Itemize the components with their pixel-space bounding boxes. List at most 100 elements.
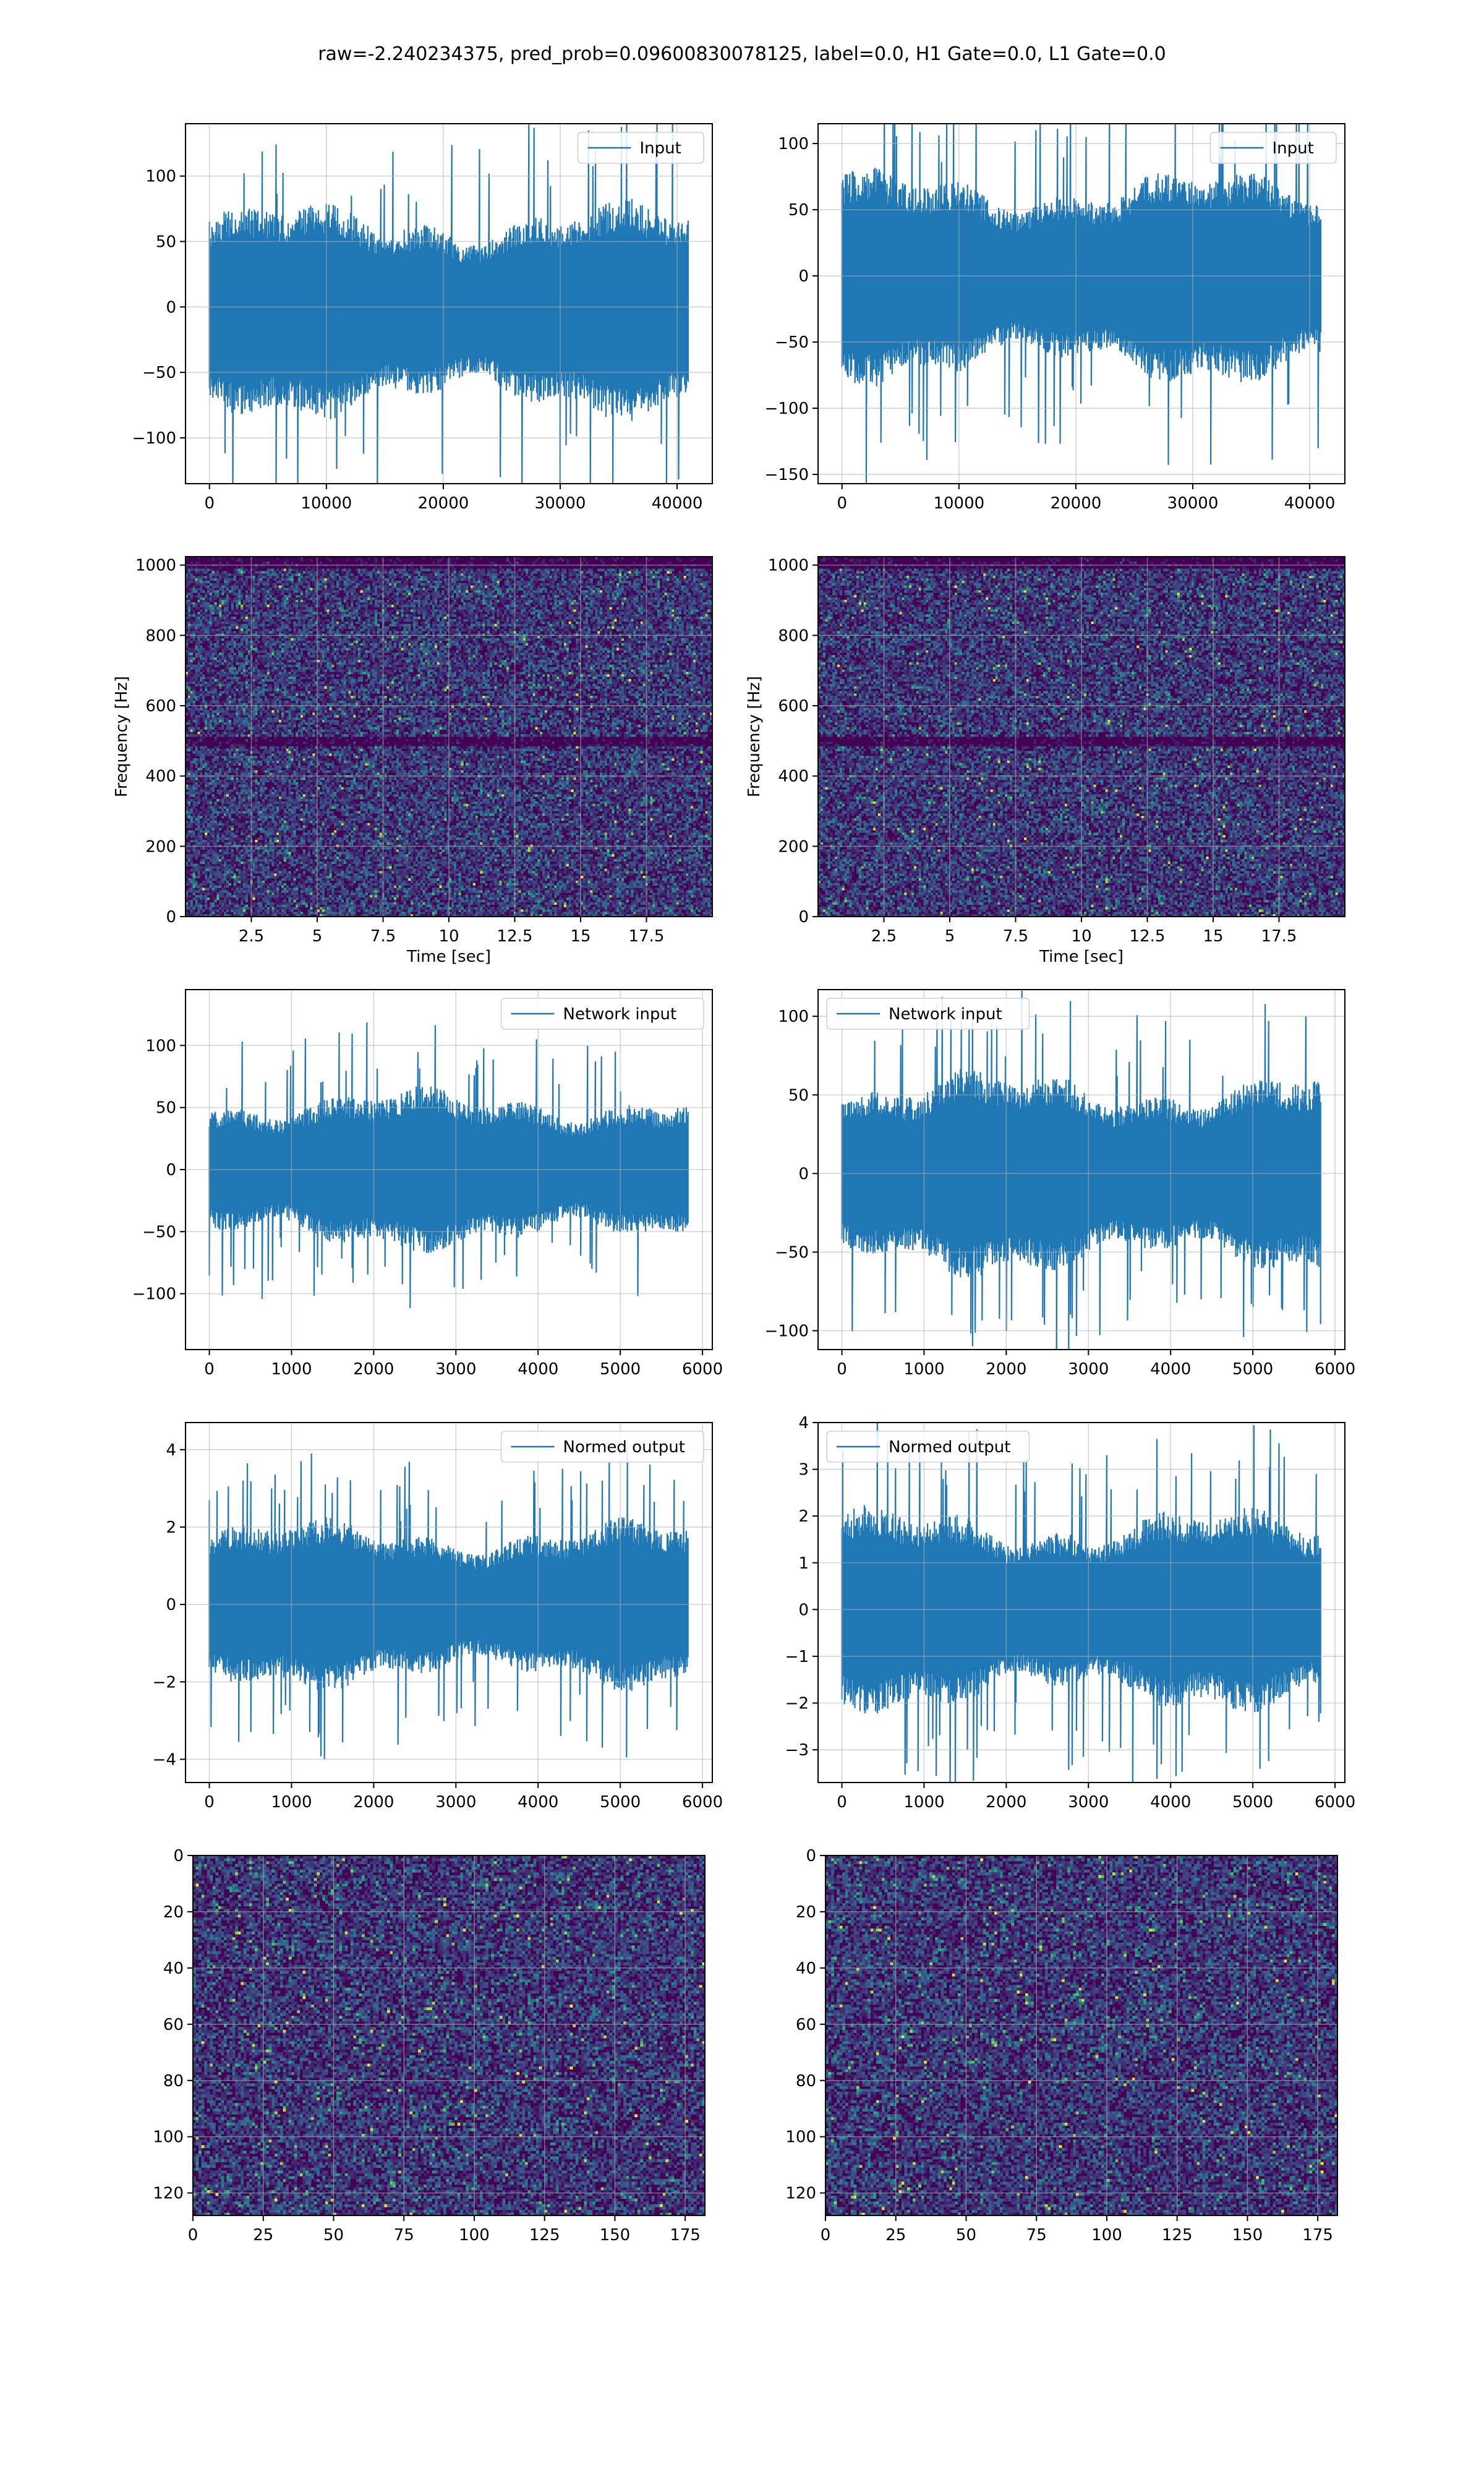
heatmap-cell — [372, 609, 375, 612]
heatmap-cell — [430, 593, 432, 595]
heatmap-cell — [542, 595, 545, 597]
heatmap-cell — [372, 583, 375, 586]
heatmap-cell — [468, 605, 471, 607]
heatmap-cell — [705, 571, 707, 573]
heatmap-cell — [633, 607, 636, 610]
heatmap-cell — [289, 597, 291, 600]
heatmap-cell — [308, 628, 310, 631]
heatmap-cell — [401, 617, 404, 619]
heatmap-cell — [475, 612, 478, 614]
heatmap-cell — [643, 605, 646, 607]
heatmap-cell — [535, 581, 537, 583]
heatmap-cell — [224, 586, 226, 588]
heatmap-cell — [425, 628, 427, 631]
heatmap-cell — [569, 636, 571, 638]
heatmap-cell — [624, 617, 626, 619]
heatmap-cell — [245, 614, 248, 617]
heatmap-cell — [420, 576, 423, 578]
heatmap-cell — [638, 573, 641, 576]
heatmap-cell — [427, 581, 430, 583]
heatmap-cell — [547, 571, 550, 573]
heatmap-cell — [188, 631, 190, 633]
heatmap-cell — [511, 622, 514, 624]
heatmap-cell — [289, 567, 291, 569]
heatmap-cell — [422, 617, 425, 619]
heatmap-cell — [564, 568, 566, 571]
heatmap-cell — [284, 595, 286, 597]
heatmap-cell — [540, 595, 542, 597]
heatmap-cell — [331, 614, 334, 617]
heatmap-cell — [360, 600, 363, 602]
heatmap-cell — [308, 627, 310, 629]
heatmap-cell — [327, 590, 330, 593]
heatmap-cell — [276, 573, 279, 576]
heatmap-cell — [358, 602, 360, 605]
heatmap-cell — [573, 619, 576, 622]
heatmap-cell — [686, 609, 688, 612]
heatmap-cell — [478, 624, 480, 627]
heatmap-cell — [281, 593, 284, 595]
heatmap-cell — [461, 609, 463, 612]
heatmap-cell — [631, 602, 633, 605]
heatmap-cell — [210, 627, 212, 629]
heatmap-cell — [480, 568, 482, 571]
heatmap-cell — [550, 568, 552, 571]
heatmap-cell — [427, 638, 430, 641]
heatmap-cell — [454, 583, 456, 586]
heatmap-cell — [305, 581, 308, 583]
heatmap-cell — [542, 573, 545, 576]
heatmap-cell — [542, 578, 545, 581]
heatmap-cell — [224, 578, 226, 581]
heatmap-cell — [365, 573, 368, 576]
heatmap-cell — [456, 627, 459, 629]
heatmap-cell — [394, 622, 396, 624]
heatmap-cell — [531, 627, 533, 629]
heatmap-cell — [657, 595, 660, 597]
heatmap-cell — [633, 578, 636, 581]
heatmap-cell — [200, 597, 202, 600]
heatmap-cell — [310, 607, 312, 610]
heatmap-cell — [408, 605, 411, 607]
heatmap-cell — [312, 617, 315, 619]
heatmap-cell — [591, 609, 593, 612]
heatmap-cell — [325, 595, 327, 597]
heatmap-cell — [511, 631, 514, 633]
heatmap-cell — [478, 576, 480, 578]
heatmap-cell — [291, 576, 293, 578]
heatmap-cell — [238, 583, 241, 586]
heatmap-cell — [331, 583, 334, 586]
heatmap-cell — [693, 576, 696, 578]
heatmap-cell — [193, 636, 195, 638]
y-tick-label: 100 — [145, 168, 176, 186]
heatmap-cell — [564, 583, 566, 586]
heatmap-cell — [552, 597, 555, 600]
heatmap-cell — [238, 571, 241, 573]
heatmap-cell — [473, 578, 475, 581]
heatmap-cell — [215, 638, 217, 641]
heatmap-cell — [440, 612, 442, 614]
heatmap-cell — [195, 588, 198, 590]
heatmap-cell — [504, 583, 506, 586]
heatmap-cell — [521, 612, 523, 614]
heatmap-cell — [408, 588, 411, 590]
heatmap-cell — [707, 624, 710, 627]
heatmap-cell — [573, 609, 576, 612]
heatmap-cell — [365, 562, 368, 564]
heatmap-cell — [336, 597, 339, 600]
heatmap-cell — [504, 573, 506, 576]
heatmap-cell — [348, 607, 351, 610]
heatmap-cell — [526, 593, 528, 595]
heatmap-cell — [475, 597, 478, 600]
heatmap-cell — [643, 617, 646, 619]
heatmap-cell — [271, 593, 274, 595]
heatmap-cell — [193, 628, 195, 631]
heatmap-cell — [605, 628, 607, 631]
heatmap-cell — [229, 631, 231, 633]
heatmap-cell — [657, 627, 660, 629]
heatmap-cell — [679, 628, 681, 631]
heatmap-cell — [528, 593, 531, 595]
heatmap-cell — [526, 614, 528, 617]
heatmap-cell — [234, 586, 236, 588]
heatmap-cell — [600, 624, 602, 627]
heatmap-cell — [325, 636, 327, 638]
